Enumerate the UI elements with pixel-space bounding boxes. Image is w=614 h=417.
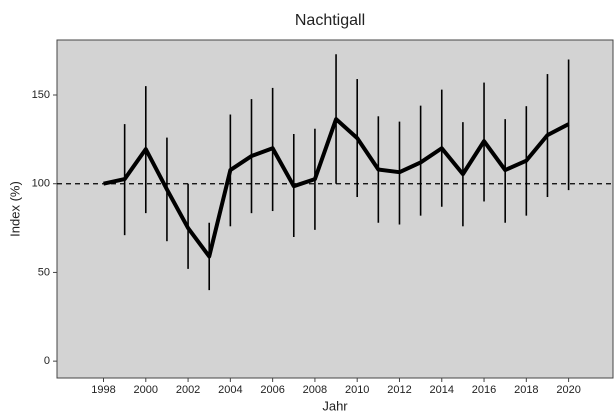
plot-area xyxy=(56,39,614,379)
chart-title: Nachtigall xyxy=(295,12,365,29)
line xyxy=(103,117,570,259)
y-tick-label: 50 xyxy=(38,266,50,278)
x-tick-label: 1998 xyxy=(91,384,115,396)
y-tick-label: 150 xyxy=(32,89,50,101)
x-tick-label: 2010 xyxy=(345,384,369,396)
x-tick-label: 2016 xyxy=(472,384,496,396)
x-tick-label: 2020 xyxy=(556,384,580,396)
x-tick-label: 2008 xyxy=(303,384,327,396)
y-tick-label: 100 xyxy=(32,178,50,190)
y-tick-label: 0 xyxy=(44,355,50,367)
x-tick-label: 2012 xyxy=(387,384,411,396)
x-tick-label: 2002 xyxy=(176,384,200,396)
x-axis-label: Jahr xyxy=(322,398,348,413)
x-tick-label: 2000 xyxy=(134,384,158,396)
x-tick-label: 2006 xyxy=(260,384,284,396)
x-tick-label: 2014 xyxy=(430,384,454,396)
x-tick-label: 2004 xyxy=(218,384,242,396)
y-axis-label: Index (%) xyxy=(7,181,22,237)
x-tick-label: 2018 xyxy=(514,384,538,396)
